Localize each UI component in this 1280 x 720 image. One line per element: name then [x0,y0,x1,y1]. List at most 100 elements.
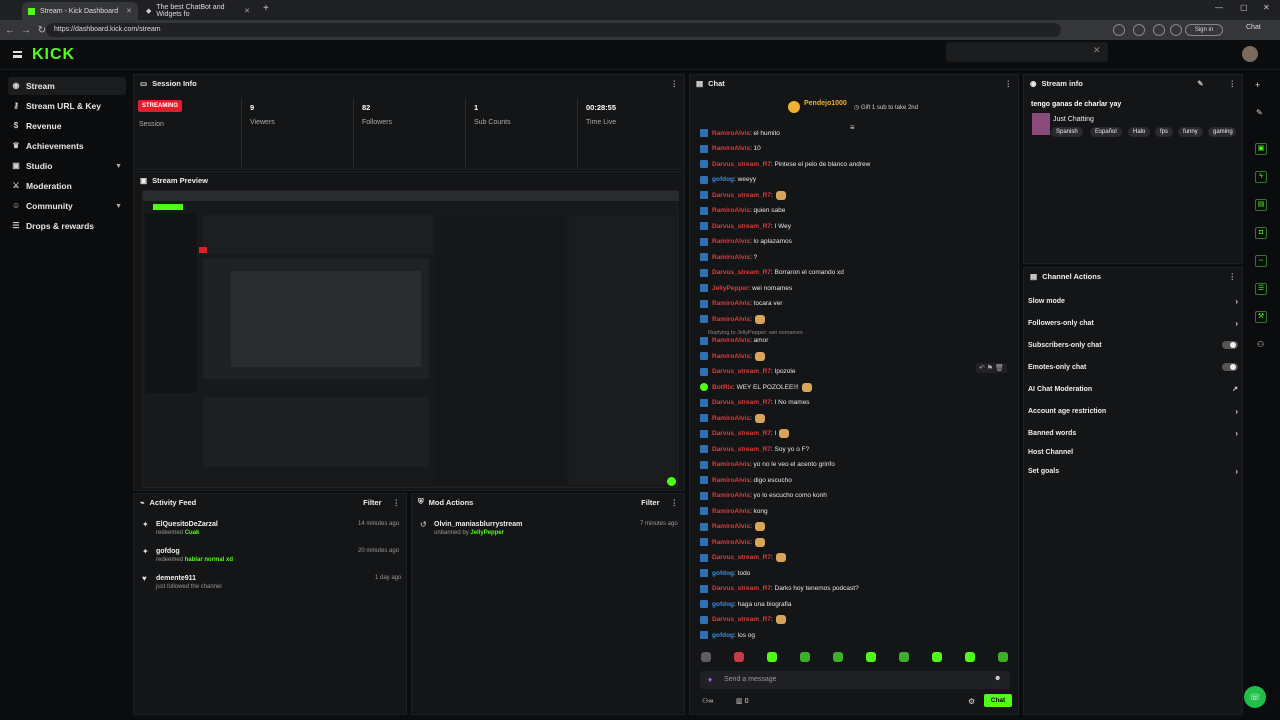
maximize-icon[interactable]: ▢ [1240,3,1248,12]
activity-user[interactable]: gofdog [156,548,180,555]
sidebar-item-drops-rewards[interactable]: ☰ Drops & rewards [8,217,126,235]
tab-chatbot[interactable]: ◆ The best ChatBot and Widgets fo ✕ [140,2,256,20]
more-options-icon[interactable]: ⋮ [1228,78,1237,88]
menu-icon[interactable] [13,51,22,58]
mod-user[interactable]: Olvin_maniasblurrystream [434,521,523,528]
emote-icon[interactable] [701,652,711,662]
chat-username[interactable]: RamiroAlvis [712,476,750,484]
link-icon[interactable]: ⇔ [1255,255,1267,267]
more-options-icon[interactable]: ⋮ [1004,78,1013,88]
avatar[interactable] [1242,46,1258,62]
list-icon[interactable]: ☰ [1255,283,1267,295]
profile-icon[interactable] [1170,24,1182,36]
emote-icon[interactable] [998,652,1008,662]
edit-icon[interactable]: ✎ [1197,78,1204,88]
emoji-icon[interactable]: ☻ [994,675,1002,682]
chat-username[interactable]: RamiroAlvis [712,253,750,261]
chat-username[interactable]: Darvus_stream_R7 [712,399,771,406]
banned-words-row[interactable]: Banned words › [1028,426,1238,440]
bolt-icon[interactable]: ϟ [1255,171,1267,183]
emote-icon[interactable] [734,652,744,662]
chat-username[interactable]: Darvus_stream_R7 [712,222,771,230]
close-tab-icon[interactable]: ✕ [244,8,250,15]
chat-username[interactable]: Darvus_stream_R7 [712,585,771,592]
chat-username[interactable]: RamiroAlvis [712,523,750,530]
note-icon[interactable]: ▤ [1255,199,1267,211]
chat-username[interactable]: Darvus_stream_R7 [712,616,771,623]
emote-icon[interactable] [800,652,810,662]
extension-icon[interactable] [1133,24,1145,36]
new-tab-icon[interactable]: + [263,3,269,14]
followers-only-row[interactable]: Followers-only chat › [1028,316,1238,330]
activity-user[interactable]: demente911 [156,575,197,582]
filter-icon[interactable]: ≡ [850,123,855,132]
chat-username[interactable]: RamiroAlvis [712,300,750,307]
chat-username[interactable]: gofdog [712,569,735,577]
filter-button[interactable]: Filter [641,497,660,507]
message-actions[interactable]: ↶ ⚑ 🗑 [976,363,1007,373]
sidebar-item-community[interactable]: ☺ Community ▼ [8,197,126,215]
close-icon[interactable]: ✕ [1093,45,1101,55]
goal-user[interactable]: Pendejo1000 [804,100,847,107]
chat-input[interactable]: ♦ Send a message ☻ [700,671,1010,689]
emote-icon[interactable] [833,652,843,662]
emote-icon[interactable] [866,652,876,662]
back-icon[interactable]: ← [5,24,15,36]
emotes-only-toggle[interactable] [1222,363,1238,371]
chat-bubble-icon[interactable]: ◘ [1255,227,1267,239]
support-chat-icon[interactable]: ☏ [1244,686,1266,708]
sidebar-item-moderation[interactable]: ⚔ Moderation [8,177,126,195]
forward-icon[interactable]: → [21,24,31,36]
chat-username[interactable]: RamiroAlvis [712,145,750,152]
chat-username[interactable]: RamiroAlvis [712,352,750,360]
sidebar-item-achievements[interactable]: ♛ Achievements [8,137,126,155]
kick-logo[interactable]: KICK [32,46,76,63]
add-widget-icon[interactable]: + [1255,80,1261,90]
chat-username[interactable]: RamiroAlvis [712,461,750,468]
chat-username[interactable]: Darvus_stream_R7 [712,445,771,453]
filter-button[interactable]: Filter [363,497,382,507]
sidebar-item-revenue[interactable]: $ Revenue [8,117,126,135]
gear-icon[interactable]: ⚙ [968,697,976,706]
chat-username[interactable]: RamiroAlvis [712,129,750,137]
users-icon[interactable]: ⚇∞ [702,698,714,705]
chat-username[interactable]: Darvus_stream_R7 [712,191,771,199]
emote-icon[interactable] [932,652,942,662]
users-icon[interactable]: ⚇ [1257,340,1265,349]
chat-username[interactable]: RamiroAlvis [712,315,750,323]
chat-username[interactable]: Darvus_stream_R7 [712,368,771,375]
close-window-icon[interactable]: ✕ [1263,3,1270,12]
subscribers-only-toggle[interactable] [1222,341,1238,349]
sidebar-item-studio[interactable]: ▣ Studio ▼ [8,157,126,175]
url-input[interactable]: https://dashboard.kick.com/stream [46,23,1061,37]
minimize-icon[interactable]: — [1215,3,1223,12]
emote-icon[interactable] [965,652,975,662]
chat-username[interactable]: RamiroAlvis [712,492,750,499]
wrench-icon[interactable]: ⚒ [1255,311,1267,323]
stream-preview-video[interactable] [142,190,679,488]
browser-chat-button[interactable]: Chat [1246,24,1261,31]
more-options-icon[interactable]: ⋮ [670,78,679,88]
pinned-count[interactable]: ▥ 0 [736,698,749,705]
chat-username[interactable]: Darvus_stream_R7 [712,160,771,168]
sign-in-button[interactable]: Sign in [1185,24,1223,36]
activity-user[interactable]: ElQuesitoDeZarzal [156,521,218,528]
emote-icon[interactable] [767,652,777,662]
chat-username[interactable]: Darvus_stream_R7 [712,269,771,276]
chat-username[interactable]: RamiroAlvis [712,207,750,214]
widget-icon[interactable]: ▣ [1255,143,1267,155]
chat-username[interactable]: RamiroAlvis [712,507,750,515]
chat-username[interactable]: RamiroAlvis [712,337,750,344]
chat-username[interactable]: Darvus_stream_R7 [712,554,771,561]
host-channel-row[interactable]: Host Channel [1028,445,1238,459]
chat-username[interactable]: gofdog [712,600,735,608]
sidebar-item-stream-url-key[interactable]: ⚷ Stream URL & Key [8,97,126,115]
chat-username[interactable]: RamiroAlvis [712,414,750,422]
chat-username[interactable]: RamiroAlvis [712,538,750,546]
sidebar-item-stream[interactable]: ◉ Stream [8,77,126,95]
slow-mode-row[interactable]: Slow mode › [1028,294,1238,308]
download-icon[interactable] [1153,24,1165,36]
extension-icon[interactable] [1113,24,1125,36]
ai-moderation-row[interactable]: AI Chat Moderation ↗ [1028,382,1238,396]
chat-username[interactable]: RamiroAlvis [712,238,750,245]
